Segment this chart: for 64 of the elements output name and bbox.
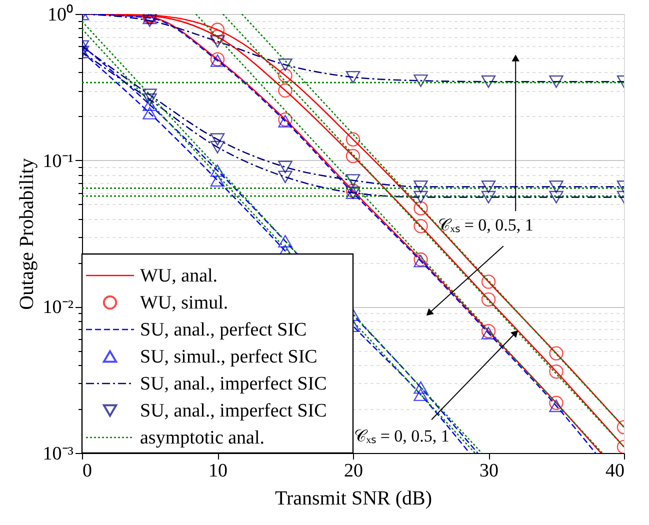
point	[278, 160, 292, 174]
point	[210, 30, 225, 44]
point	[549, 346, 564, 360]
point	[142, 106, 157, 120]
point	[549, 364, 564, 379]
point	[481, 180, 496, 193]
point	[142, 88, 157, 102]
annotation: 𝒞ₓₛ = 0, 0.5, 1	[438, 215, 534, 234]
x-axis-title: Transmit SNR (dB)	[274, 488, 432, 510]
point	[414, 201, 428, 216]
point	[210, 133, 225, 146]
point	[414, 180, 428, 193]
point	[346, 148, 360, 164]
legend-label: WU, simul.	[140, 292, 228, 314]
y-tick-label: 10⁻³	[42, 444, 74, 464]
point	[142, 14, 157, 27]
x-tick-label: 40	[606, 460, 624, 482]
point	[481, 292, 496, 307]
y-tick-label: 10⁻²	[42, 297, 74, 318]
point	[414, 381, 428, 394]
point	[210, 140, 225, 154]
point	[346, 132, 360, 147]
point	[549, 396, 564, 410]
point	[414, 190, 428, 204]
point	[481, 190, 496, 204]
legend-label: SU, anal., imperfect SIC	[140, 400, 327, 422]
y-tick-label: 10⁻¹	[42, 150, 74, 172]
point	[142, 93, 157, 106]
legend-label: SU, anal., perfect SIC	[140, 320, 307, 340]
point	[549, 180, 564, 193]
point	[210, 35, 225, 48]
point	[278, 170, 292, 184]
point	[210, 164, 225, 177]
point	[278, 83, 292, 98]
legend-label: SU, anal., imperfect SIC	[140, 374, 327, 394]
legend-label: SU, simul., perfect SIC	[140, 346, 318, 368]
x-tick-label: 0	[82, 460, 92, 482]
y-tick-label: 10⁰	[48, 4, 74, 26]
x-tick-label: 20	[344, 460, 363, 482]
point	[481, 326, 496, 340]
point	[414, 219, 428, 234]
point	[549, 400, 564, 412]
point	[210, 22, 225, 37]
y-axis-title: Outage Probability	[16, 158, 38, 310]
point	[278, 68, 292, 83]
point	[414, 254, 428, 268]
point	[414, 388, 428, 402]
point	[414, 74, 428, 87]
point	[549, 75, 564, 88]
x-tick-label: 10	[208, 460, 228, 482]
point	[278, 234, 292, 248]
legend-label: asymptotic anal.	[140, 428, 265, 448]
point	[481, 274, 496, 289]
point	[278, 114, 292, 128]
point	[210, 174, 225, 187]
point	[142, 98, 157, 111]
point	[346, 174, 360, 187]
legend-label: WU, anal.	[140, 266, 218, 286]
annotation: 𝒞ₓₛ = 0, 0.5, 1	[354, 426, 450, 446]
point	[481, 75, 496, 88]
point	[549, 190, 564, 204]
point	[278, 58, 292, 71]
point	[346, 70, 360, 84]
x-tick-label: 30	[480, 460, 498, 482]
